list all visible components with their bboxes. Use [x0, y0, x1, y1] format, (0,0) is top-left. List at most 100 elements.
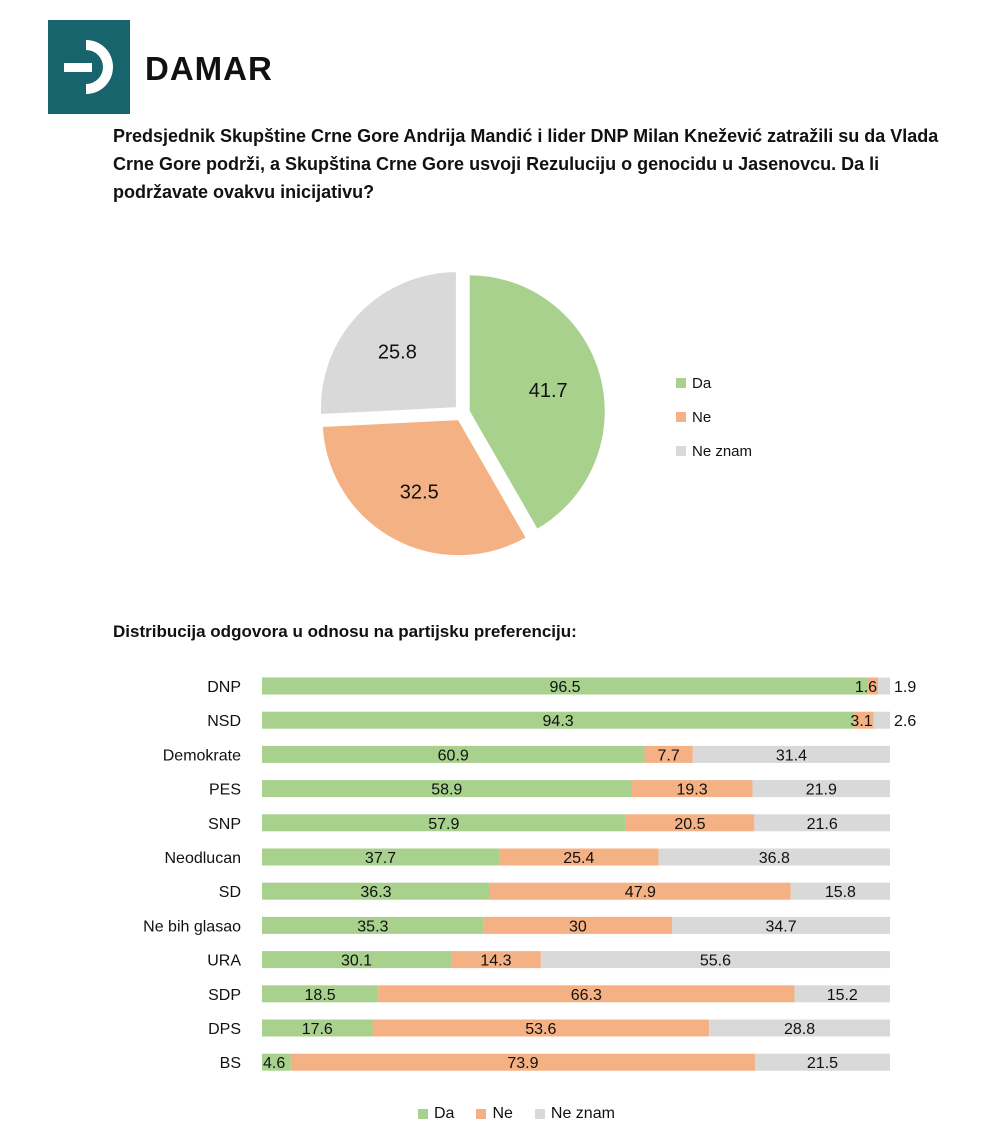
stacked-bar-chart: DNP 96.5 1.6 1.9 NSD 94.3 3.1 2.6 Demokrate 60.9 7… [143, 677, 916, 1072]
bar-value-snp-ne-znam: 21.6 [807, 816, 838, 833]
pie-label-ne: 32.5 [400, 481, 439, 503]
pie-slice-ne [320, 418, 529, 558]
bar-snp-da [262, 814, 626, 832]
bar-value-ura-ne-znam: 55.6 [700, 953, 731, 970]
bar-ne-bih-glasao-ne [483, 916, 673, 934]
bar-value-sd-da: 36.3 [360, 884, 391, 901]
bar-value-sdp-ne: 66.3 [571, 987, 602, 1004]
category-label-dnp: DNP [207, 679, 241, 696]
bar-legend-swatch-ne-znam [534, 1109, 545, 1119]
pie-slice-ne-znam [318, 270, 458, 417]
bar-dps-ne-znam [709, 1019, 890, 1037]
category-label-pes: PES [209, 782, 241, 799]
bar-dps-da [262, 1019, 373, 1037]
bar-value-demokrate-ne-znam: 31.4 [776, 747, 807, 764]
pie-label-da: 41.7 [529, 380, 568, 402]
bar-value-ne-bih-glasao-ne: 30 [569, 918, 587, 935]
legend-swatch-ne [676, 412, 686, 422]
bar-legend-label-ne-znam: Ne znam [550, 1105, 615, 1122]
bar-value-bs-ne: 73.9 [507, 1055, 538, 1072]
bar-demokrate-da [262, 745, 645, 763]
bar-neodlucan-ne-znam [658, 848, 890, 866]
bar-sd-ne-znam [790, 882, 890, 900]
bar-snp-ne-znam [754, 814, 890, 832]
pie-legend: Da Ne Ne znam [676, 366, 752, 468]
bar-value-demokrate-da: 60.9 [438, 747, 469, 764]
legend-item-ne-znam: Ne znam [676, 434, 752, 468]
bar-value-ne-bih-glasao-ne-znam: 34.7 [765, 918, 796, 935]
bar-value-snp-da: 57.9 [428, 816, 459, 833]
category-label-ne-bih-glasao: Ne bih glasao [143, 918, 241, 935]
legend-label-ne-znam: Ne znam [692, 442, 753, 460]
bar-pes-da [262, 780, 632, 798]
pie-slice-da [467, 273, 607, 532]
bar-value-dps-ne: 53.6 [525, 1021, 556, 1038]
bar-value-pes-ne: 19.3 [676, 782, 707, 799]
bar-legend-da: Da [418, 1105, 454, 1123]
bar-snp-ne [625, 814, 755, 832]
bar-bs-ne [290, 1053, 755, 1071]
category-label-bs: BS [220, 1055, 241, 1072]
bar-sd-da [262, 882, 490, 900]
bar-sdp-da [262, 985, 379, 1003]
legend-swatch-da [676, 378, 686, 388]
bar-legend-swatch-ne [476, 1109, 487, 1119]
bar-dnp-da [262, 677, 869, 695]
bar-value-sdp-ne-znam: 15.2 [827, 987, 858, 1004]
category-label-neodlucan: Neodlucan [165, 850, 242, 867]
bar-sdp-ne [378, 985, 795, 1003]
bar-legend-label-da: Da [434, 1105, 455, 1122]
bar-value-dps-ne-znam: 28.8 [784, 1021, 815, 1038]
bar-demokrate-ne [644, 745, 693, 763]
bar-dnp-ne [868, 677, 879, 695]
bar-neodlucan-da [262, 848, 499, 866]
bar-sd-ne [489, 882, 791, 900]
category-label-dps: DPS [208, 1021, 241, 1038]
bar-pes-ne [631, 780, 753, 798]
bar-value-nsd-ne-znam: 2.6 [894, 713, 916, 730]
bar-ura-da [262, 951, 452, 969]
category-label-sd: SD [219, 884, 241, 901]
bar-value-neodlucan-da: 37.7 [365, 850, 396, 867]
bar-value-ura-ne: 14.3 [480, 953, 511, 970]
bar-sdp-ne-znam [794, 985, 890, 1003]
bar-legend-ne: Ne [476, 1105, 513, 1123]
bar-ura-ne-znam [540, 951, 890, 969]
bar-nsd-ne-znam [873, 711, 890, 729]
legend-label-da: Da [692, 374, 712, 392]
bar-value-dnp-ne-znam: 1.9 [894, 679, 916, 696]
bar-value-bs-ne-znam: 21.5 [807, 1055, 838, 1072]
bar-chart-title: Distribucija odgovora u odnosu na partij… [113, 622, 577, 641]
category-label-ura: URA [207, 953, 241, 970]
bar-value-sd-ne-znam: 15.8 [825, 884, 856, 901]
bar-legend-swatch-da [418, 1109, 428, 1119]
bar-value-sd-ne: 47.9 [625, 884, 656, 901]
bar-value-sdp-da: 18.5 [305, 987, 336, 1004]
bar-demokrate-ne-znam [692, 745, 890, 763]
bar-bs-ne-znam [754, 1053, 890, 1071]
survey-question: Predsjednik Skupštine Crne Gore Andrija … [113, 126, 939, 202]
bar-dnp-ne-znam [878, 677, 890, 695]
bar-nsd-ne [854, 711, 874, 729]
category-label-demokrate: Demokrate [163, 747, 241, 764]
bar-value-pes-da: 58.9 [431, 782, 462, 799]
legend-label-ne: Ne [692, 408, 712, 426]
brand-name: DAMAR [145, 50, 273, 87]
bar-ne-bih-glasao-da [262, 916, 484, 934]
bar-value-demokrate-ne: 7.7 [658, 747, 680, 764]
bar-nsd-da [262, 711, 855, 729]
damar-logo [48, 20, 130, 114]
bar-value-bs-da: 4.6 [263, 1055, 285, 1072]
bar-ne-bih-glasao-ne-znam [672, 916, 890, 934]
legend-item-da: Da [676, 366, 752, 400]
bar-legend-label-ne: Ne [492, 1105, 513, 1122]
pie-label-ne-znam: 25.8 [378, 342, 417, 364]
bar-value-dnp-ne: 1.6 [855, 679, 877, 696]
bar-legend: Da Ne Ne znam [418, 1105, 615, 1123]
bar-dps-ne [372, 1019, 710, 1037]
bar-value-nsd-da: 94.3 [543, 713, 574, 730]
pie-chart: 41.7 32.5 25.8 [318, 270, 607, 558]
legend-item-ne: Ne [676, 400, 752, 434]
bar-value-snp-ne: 20.5 [674, 816, 705, 833]
bar-value-neodlucan-ne: 25.4 [563, 850, 594, 867]
